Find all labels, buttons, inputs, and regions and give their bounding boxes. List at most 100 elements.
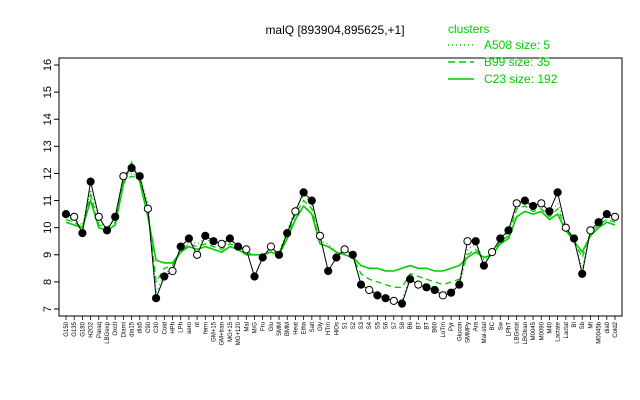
data-point bbox=[373, 291, 382, 300]
x-tick-label: Ara bbox=[474, 321, 480, 331]
data-point bbox=[553, 188, 562, 197]
data-point bbox=[61, 210, 71, 219]
data-point bbox=[102, 226, 112, 235]
data-point bbox=[78, 229, 87, 238]
data-point bbox=[291, 207, 300, 216]
data-point bbox=[299, 188, 308, 197]
x-tick-label: G135 bbox=[72, 321, 78, 336]
x-tick-label: Paraq bbox=[97, 322, 103, 338]
x-tick-label: Sb bbox=[580, 321, 586, 329]
x-tick-label: M/G bbox=[252, 322, 258, 334]
data-point bbox=[217, 239, 226, 248]
x-tick-label: Mal-stat bbox=[482, 322, 488, 344]
x-tick-label: C30 bbox=[154, 321, 160, 333]
data-point bbox=[86, 177, 95, 186]
x-tick-label: GM+15 bbox=[211, 321, 217, 342]
x-tick-label: HTm bbox=[326, 322, 332, 335]
data-point bbox=[381, 294, 390, 303]
x-tick-label: dia5 bbox=[138, 321, 144, 333]
data-point bbox=[610, 212, 620, 221]
data-point bbox=[422, 283, 431, 292]
x-tick-label: nt bbox=[195, 322, 201, 327]
data-point bbox=[356, 280, 366, 289]
data-point bbox=[471, 237, 480, 246]
x-tick-label: MG+15 bbox=[228, 321, 234, 342]
y-tick-label: 15 bbox=[42, 86, 54, 98]
data-point bbox=[315, 231, 325, 240]
data-point bbox=[274, 250, 284, 259]
x-tick-label: M0045b bbox=[597, 321, 603, 343]
x-tick-label: LBGexp bbox=[105, 321, 111, 343]
x-tick-label: S2 bbox=[351, 321, 357, 329]
x-tick-label: dia15 bbox=[130, 321, 136, 336]
y-tick-label: 11 bbox=[42, 195, 54, 206]
legend-label-c23: C23 size: 192 bbox=[484, 72, 558, 86]
x-tick-label: LBGstat bbox=[515, 322, 521, 344]
data-point bbox=[111, 212, 120, 221]
legend-label-b99: B99 size: 35 bbox=[484, 55, 550, 69]
data-point bbox=[332, 253, 341, 262]
x-tick-label: Glucon bbox=[457, 322, 463, 341]
series-line-b99 bbox=[65, 175, 616, 288]
series-line-a508 bbox=[65, 172, 616, 302]
data-point bbox=[602, 210, 611, 219]
x-tick-label: SMMPy bbox=[466, 322, 472, 343]
data-point bbox=[176, 242, 185, 251]
x-tick-label: Oxctl bbox=[113, 322, 119, 336]
data-point bbox=[242, 245, 251, 254]
x-tick-label: HiOs bbox=[334, 322, 340, 335]
data-point bbox=[225, 234, 234, 243]
data-point bbox=[143, 204, 152, 213]
x-tick-label: G180 bbox=[80, 321, 86, 336]
x-tick-label: S4 bbox=[367, 321, 373, 329]
y-tick-label: 7 bbox=[42, 306, 54, 312]
x-tick-label: HPh bbox=[171, 322, 177, 334]
data-point bbox=[94, 212, 103, 221]
data-point bbox=[463, 237, 472, 246]
x-tick-label: Salt bbox=[310, 322, 316, 333]
data-point bbox=[496, 234, 505, 243]
data-point bbox=[430, 285, 439, 295]
legend: clusters A508 size: 5 B99 size: 35 C23 s… bbox=[448, 22, 558, 86]
data-point bbox=[397, 299, 407, 308]
x-tick-label: Diami bbox=[121, 322, 127, 337]
x-tick-label: M0090 bbox=[539, 321, 545, 340]
data-point bbox=[537, 199, 546, 208]
data-point bbox=[168, 266, 177, 276]
data-point bbox=[545, 207, 554, 216]
x-tick-label: Heat bbox=[293, 322, 299, 335]
data-point bbox=[365, 285, 374, 295]
y-axis: 7 8 9 10 11 12 13 14 15 16 bbox=[42, 59, 59, 312]
x-tick-label: BI bbox=[572, 322, 578, 328]
x-tick-label: Lactate bbox=[556, 321, 562, 341]
series-layer bbox=[65, 160, 616, 302]
data-point bbox=[307, 196, 316, 205]
data-point bbox=[324, 266, 333, 276]
x-tick-label: S8 bbox=[400, 321, 406, 329]
plot-frame bbox=[58, 57, 623, 317]
x-tick-label: LPh bbox=[179, 322, 185, 333]
data-point bbox=[283, 229, 292, 238]
data-point bbox=[152, 294, 161, 303]
y-tick-label: 14 bbox=[42, 113, 54, 125]
x-tick-label: SMM bbox=[277, 322, 283, 336]
data-point bbox=[504, 226, 513, 235]
x-tick-label: B60 bbox=[433, 321, 439, 332]
x-axis: G150 G135 G180 H2O2 Paraq LBGexp Oxctl Diami dia… bbox=[64, 316, 619, 346]
x-tick-label: LoTm bbox=[441, 322, 447, 337]
x-tick-label: Mal bbox=[244, 322, 250, 332]
x-tick-label: GM+tran bbox=[220, 322, 226, 346]
x-tick-label: BC bbox=[490, 321, 496, 330]
x-tick-label: H2O2 bbox=[89, 321, 95, 337]
y-tick-label: 9 bbox=[42, 252, 54, 258]
data-point bbox=[578, 269, 587, 278]
x-tick-label: Cold bbox=[162, 322, 168, 334]
data-point bbox=[340, 245, 349, 254]
x-tick-label: B7 bbox=[416, 321, 422, 329]
data-point bbox=[250, 272, 259, 281]
data-point bbox=[135, 172, 144, 181]
data-point bbox=[348, 250, 357, 259]
x-tick-label: Cold2 bbox=[613, 321, 619, 337]
x-tick-label: Sw bbox=[498, 321, 504, 330]
